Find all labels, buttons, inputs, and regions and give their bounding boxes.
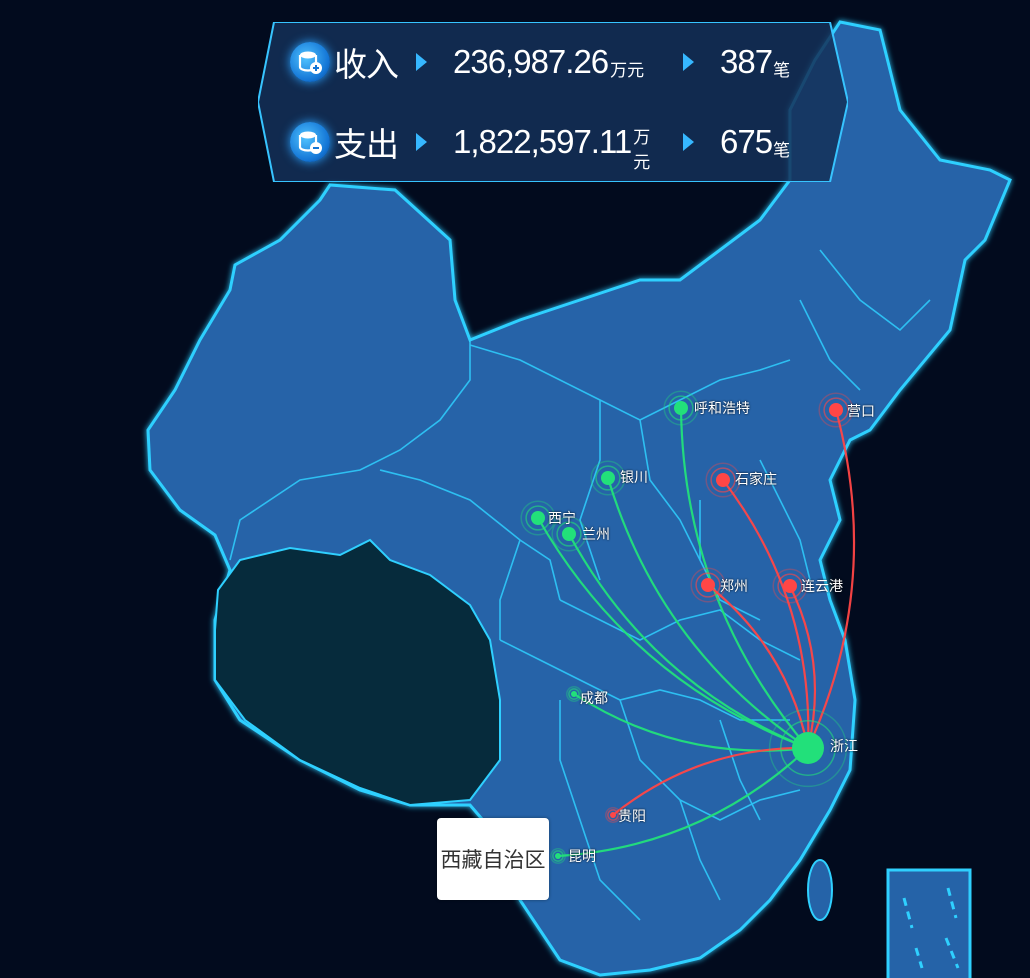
income-city-marker-ring [590,460,626,496]
expense-city-marker[interactable] [610,812,616,818]
expense-count: 675 [720,123,773,160]
income-city-marker-ring [552,850,564,862]
income-row: 收入 236,987.26 万元 387 笔 [290,32,790,92]
city-points [520,390,854,864]
income-city-marker-ring [566,686,582,702]
income-label: 收入 [334,45,399,84]
arrow-right-icon [683,133,694,151]
income-flow-line [537,517,809,750]
region-tooltip: 西藏自治区 [437,818,549,900]
income-count-unit: 笔 [773,60,791,81]
income-city-marker-ring [556,521,582,547]
expense-city-marker-ring [705,462,741,498]
income-city-marker-ring [551,516,587,552]
income-city-marker-ring [663,390,699,426]
income-city-marker-ring [550,848,566,864]
flow-lines [537,407,856,858]
expense-flow-line [789,585,817,749]
arrow-right-icon [416,133,427,151]
hub-marker[interactable] [792,732,824,764]
city-label-chengdu: 成都 [580,691,608,707]
south-china-sea-inset [886,868,972,978]
arrow-right-icon [683,53,694,71]
expense-city-marker[interactable] [829,403,843,417]
income-flow-line [573,693,809,752]
city-label-zhejiang: 浙江 [830,739,858,755]
city-label-xining: 西宁 [548,511,576,527]
income-city-marker[interactable] [571,691,577,697]
city-label-guiyang: 贵阳 [618,809,646,825]
expense-city-marker-ring [772,568,808,604]
income-city-marker-ring [520,500,556,536]
city-label-zhengzhou: 郑州 [720,579,748,595]
expense-flow-line [612,746,809,816]
expense-city-marker-ring [823,397,849,423]
city-label-hohhot: 呼和浩特 [694,401,750,417]
expense-count-unit: 笔 [773,140,791,161]
income-city-marker-ring [568,688,580,700]
database-minus-icon [290,122,330,162]
expense-city-marker-ring [605,807,621,823]
expense-amount-unit: 万元 [633,128,651,173]
tibet-region[interactable] [214,538,501,807]
expense-flow-line [707,584,810,749]
stats-panel: 收入 236,987.26 万元 387 笔 支出 1,822,597.11 万… [258,22,848,182]
income-city-marker[interactable] [674,401,688,415]
expense-city-marker[interactable] [716,473,730,487]
expense-amount: 1,822,597.11 [453,123,632,160]
expense-city-marker[interactable] [701,578,715,592]
hainan-island [807,859,833,921]
income-city-marker[interactable] [555,853,561,859]
expense-city-marker-ring [777,573,803,599]
expense-flow-line [806,409,856,749]
income-city-marker-ring [595,465,621,491]
panel-frame [258,22,848,182]
expense-city-marker-ring [695,572,721,598]
hub-marker-ring [780,720,836,776]
city-label-shijiazhuang: 石家庄 [735,472,777,488]
expense-label: 支出 [334,125,399,164]
income-city-marker-ring [668,395,694,421]
city-label-lanzhou: 兰州 [582,527,610,543]
city-label-yinchuan: 银川 [620,470,648,486]
expense-row: 支出 1,822,597.11 万元 675 笔 [290,112,791,173]
income-city-marker[interactable] [601,471,615,485]
income-flow-line [606,477,809,749]
expense-city-marker-ring [818,392,854,428]
expense-city-marker[interactable] [783,579,797,593]
income-amount-unit: 万元 [610,60,645,81]
income-city-marker[interactable] [562,527,576,541]
city-label-lianyungang: 连云港 [801,579,843,595]
expense-city-marker-ring [710,467,736,493]
income-city-marker-ring [525,505,551,531]
income-count: 387 [720,43,773,80]
income-flow-line [568,533,809,750]
expense-city-marker-ring [607,809,619,821]
income-flow-line [557,747,809,858]
income-city-marker[interactable] [531,511,545,525]
city-label-kunming: 昆明 [568,849,596,865]
database-plus-icon [290,42,330,82]
income-amount: 236,987.26 [453,43,609,80]
expense-flow-line [722,479,810,749]
city-label-yingkou: 营口 [847,404,875,420]
expense-city-marker-ring [690,567,726,603]
hub-marker-ring [768,708,848,788]
arrow-right-icon [416,53,427,71]
